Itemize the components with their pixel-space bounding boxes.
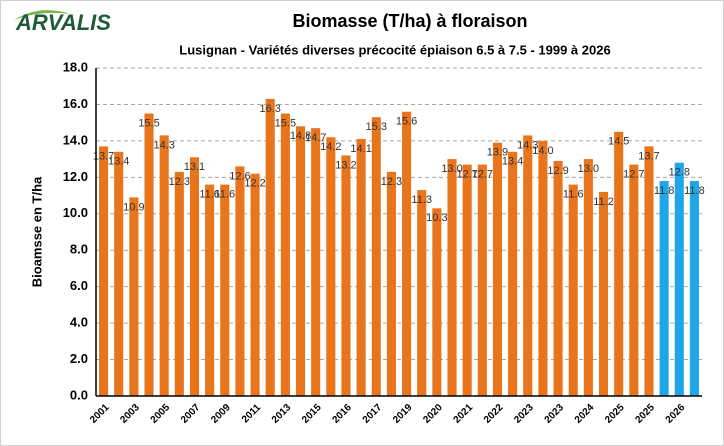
bar: [432, 208, 442, 396]
value-label: 14.0: [532, 145, 553, 157]
value-label: 13.7: [93, 150, 114, 162]
bar: [386, 171, 396, 396]
value-label: 13.0: [578, 163, 599, 175]
bar: [235, 166, 245, 396]
bar: [114, 151, 124, 396]
value-label: 14.1: [350, 143, 371, 155]
bar: [265, 98, 275, 396]
y-tick-label: 2.0: [70, 351, 88, 366]
bar: [523, 135, 533, 396]
value-label: 11.6: [563, 189, 584, 201]
logo-leaf: [14, 10, 70, 20]
y-tick-label: 6.0: [70, 278, 88, 293]
value-label: 12.7: [456, 168, 477, 180]
bar: [492, 142, 503, 396]
logo: ARVALIS: [15, 10, 111, 35]
bar: [644, 146, 654, 396]
value-label: 12.2: [244, 178, 265, 190]
y-tick-label: 8.0: [70, 242, 88, 257]
value-label: 16.3: [260, 103, 281, 115]
value-label: 14.2: [320, 141, 341, 153]
bar: [159, 135, 169, 396]
value-label: 14.3: [153, 139, 174, 151]
y-tick-label: 16.0: [63, 96, 88, 111]
bar: [220, 184, 230, 396]
value-label: 13.1: [184, 161, 205, 173]
bar: [174, 171, 184, 396]
value-label: 15.6: [396, 116, 417, 128]
bar: [462, 164, 472, 396]
value-label: 11.6: [199, 189, 220, 201]
value-label: 12.7: [472, 168, 493, 180]
bar: [311, 128, 321, 396]
value-label: 11.8: [654, 185, 675, 197]
y-tick-label: 10.0: [63, 205, 88, 220]
y-tick-label: 0.0: [70, 387, 88, 402]
value-label: 13.4: [502, 156, 523, 168]
value-label: 13.9: [487, 147, 508, 159]
value-label: 14.3: [517, 139, 538, 151]
value-label: 13.2: [335, 159, 356, 171]
value-label: 12.6: [229, 170, 250, 182]
value-label: 10.3: [426, 212, 447, 224]
bar: [568, 184, 578, 396]
bar: [659, 180, 669, 396]
bar: [674, 162, 684, 396]
value-label: 15.5: [275, 117, 296, 129]
bar: [538, 140, 548, 396]
bar: [583, 159, 593, 396]
value-label: 10.9: [123, 201, 144, 213]
value-label: 11.6: [214, 189, 235, 201]
value-label: 11.8: [684, 185, 705, 197]
value-label: 11.3: [411, 194, 432, 206]
value-label: 12.9: [547, 165, 568, 177]
value-label: 14.5: [608, 136, 629, 148]
bar: [356, 139, 366, 397]
bar: [144, 113, 154, 397]
bar: [326, 137, 336, 396]
y-tick-label: 4.0: [70, 315, 88, 330]
bar: [371, 117, 381, 396]
bar: [99, 146, 109, 396]
chart-subtitle: Lusignan - Variétés diverses précocité é…: [179, 42, 610, 57]
bar: [598, 191, 609, 396]
value-label: 12.7: [623, 168, 644, 180]
bar: [295, 126, 306, 397]
value-label: 13.0: [441, 163, 462, 175]
value-label: 15.3: [366, 121, 387, 133]
bar: [689, 180, 699, 396]
bar: [402, 111, 412, 396]
y-axis-label: Bioamsse en T/ha: [29, 176, 44, 287]
y-tick-label: 12.0: [63, 169, 88, 184]
value-label: 14.7: [305, 132, 326, 144]
bar: [417, 190, 427, 396]
bar: [205, 184, 215, 396]
bar: [614, 131, 624, 396]
bar: [129, 197, 139, 396]
value-label: 13.4: [108, 156, 129, 168]
chart-title: Biomasse (T/ha) à floraison: [292, 11, 527, 31]
bar: [477, 164, 487, 396]
value-label: 13.7: [638, 150, 659, 162]
value-label: 11.2: [593, 196, 614, 208]
value-label: 12.8: [669, 167, 690, 179]
value-label: 14.8: [290, 130, 311, 142]
bar: [629, 164, 639, 396]
bar: [508, 151, 518, 396]
y-tick-label: 18.0: [63, 59, 88, 74]
bar: [341, 155, 351, 396]
bar: [447, 159, 457, 396]
value-label: 12.3: [169, 176, 190, 188]
bar: [189, 157, 200, 396]
y-tick-label: 14.0: [63, 132, 88, 147]
bar: [250, 173, 260, 396]
value-label: 12.3: [381, 176, 402, 188]
bar: [280, 113, 290, 397]
value-label: 15.5: [138, 117, 159, 129]
bar: [553, 160, 563, 396]
